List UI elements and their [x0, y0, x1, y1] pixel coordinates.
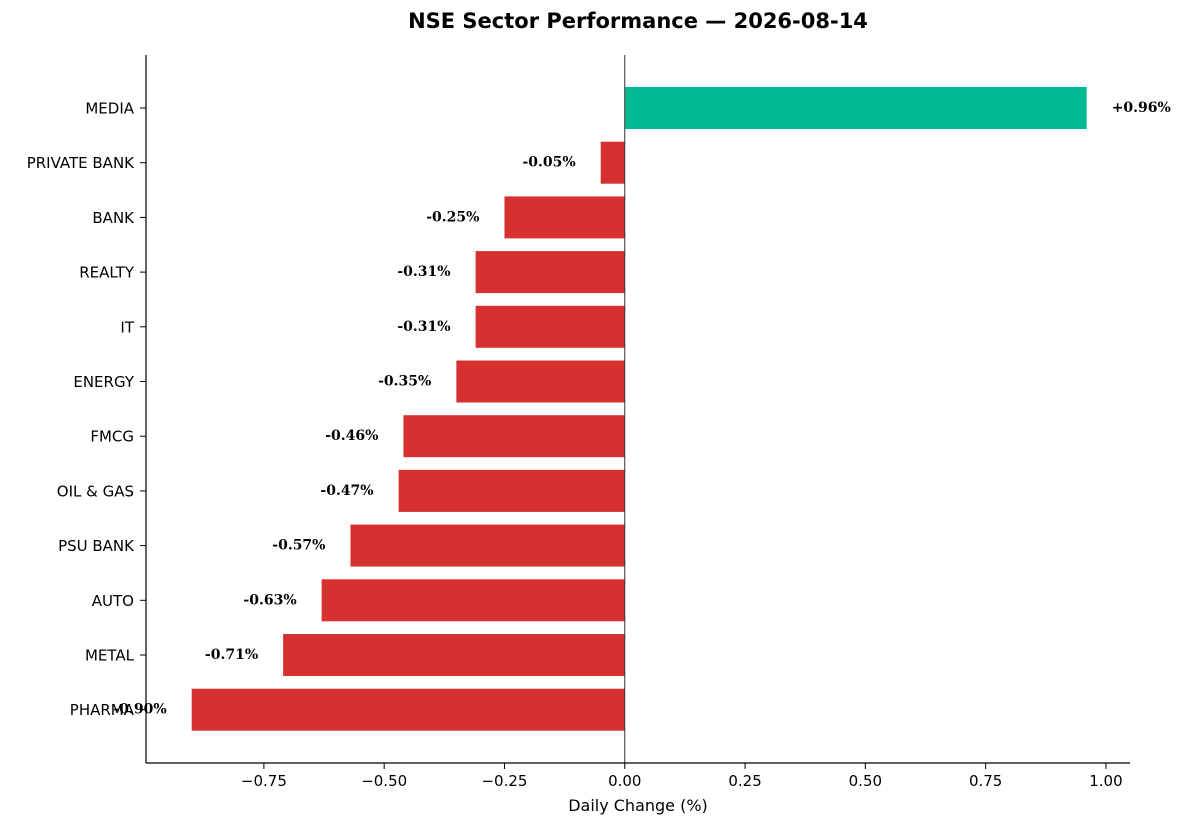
x-tick-label: 0.25 — [728, 772, 761, 790]
bar-fmcg — [403, 415, 625, 458]
x-axis-label: Daily Change (%) — [568, 796, 708, 815]
category-label-pharma: PHARMA — [70, 701, 135, 719]
value-label-it: -0.31% — [397, 319, 450, 335]
category-label-oil-gas: OIL & GAS — [57, 482, 134, 500]
category-label-energy: ENERGY — [73, 373, 134, 391]
x-tick-label: 0.50 — [849, 772, 882, 790]
x-tick-label: −0.75 — [241, 772, 287, 790]
bar-realty — [475, 251, 625, 294]
category-label-bank: BANK — [92, 209, 135, 227]
category-labels-group: MEDIA PRIVATE BANK BANK REALTY IT ENERGY FMCG O… — [27, 100, 146, 719]
x-tick-label: 0.00 — [608, 772, 641, 790]
value-label-psu-bank: -0.57% — [272, 538, 325, 554]
bar-auto — [321, 579, 625, 622]
category-label-auto: AUTO — [92, 592, 134, 610]
x-tick-label: 0.75 — [969, 772, 1002, 790]
value-label-auto: -0.63% — [243, 592, 296, 608]
bar-private-bank — [600, 141, 625, 184]
value-label-oil-gas: -0.47% — [320, 483, 373, 499]
bar-it — [475, 305, 625, 348]
value-label-private-bank: -0.05% — [522, 155, 575, 171]
bar-metal — [283, 634, 625, 676]
value-label-fmcg: -0.46% — [325, 428, 378, 444]
category-label-media: MEDIA — [85, 100, 134, 118]
x-tick-label: −0.25 — [481, 772, 527, 790]
value-labels-group: +0.96% -0.05% -0.25% -0.31% -0.31% -0.35% -0.4… — [113, 100, 1170, 718]
x-tick-label: 1.00 — [1089, 772, 1122, 790]
bars-group — [191, 87, 1087, 731]
chart-title: NSE Sector Performance — 2026-08-14 — [408, 9, 868, 33]
value-label-metal: -0.71% — [205, 647, 258, 663]
category-label-it: IT — [120, 318, 134, 336]
category-label-metal: METAL — [85, 647, 135, 665]
bar-oil-gas — [398, 469, 625, 512]
value-label-pharma: -0.90% — [113, 702, 166, 718]
value-label-media: +0.96% — [1112, 100, 1171, 116]
bar-pharma — [191, 688, 625, 731]
bar-psu-bank — [350, 524, 625, 567]
value-label-bank: -0.25% — [426, 209, 479, 225]
value-label-energy: -0.35% — [378, 374, 431, 390]
category-label-psu-bank: PSU BANK — [58, 537, 135, 555]
x-ticks-group: −0.75 −0.50 −0.25 0.00 0.25 0.50 0.75 1.00 — [241, 763, 1123, 790]
x-tick-label: −0.50 — [361, 772, 407, 790]
bar-energy — [456, 360, 625, 403]
category-label-private-bank: PRIVATE BANK — [27, 154, 135, 172]
axes-group — [145, 55, 1130, 764]
bar-media — [624, 87, 1087, 129]
category-label-realty: REALTY — [79, 264, 135, 282]
category-label-fmcg: FMCG — [90, 428, 134, 446]
value-label-realty: -0.31% — [397, 264, 450, 280]
bar-bank — [504, 196, 625, 239]
